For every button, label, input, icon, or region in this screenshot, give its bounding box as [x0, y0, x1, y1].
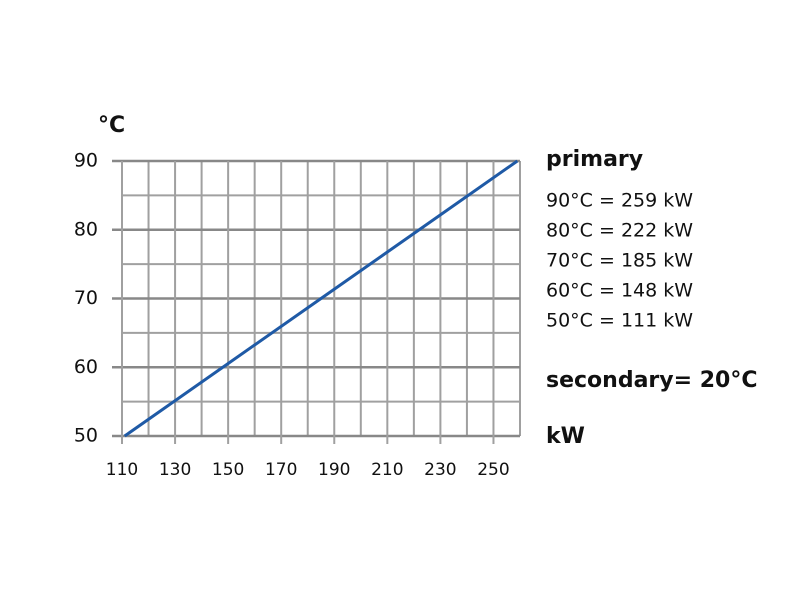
x-tick-label: 130	[159, 460, 191, 480]
y-tick-label: 60	[74, 356, 98, 378]
y-tick-label: 90	[74, 150, 98, 172]
y-axis-label: °C	[98, 113, 125, 138]
legend-title: primary	[546, 147, 643, 172]
x-tick-label: 150	[212, 460, 244, 480]
y-tick-label: 80	[74, 218, 98, 240]
x-tick-label: 250	[477, 460, 509, 480]
secondary-note: secondary= 20°C	[546, 368, 757, 393]
y-tick-label: 50	[74, 425, 98, 447]
annotation: 70°C = 185 kW	[546, 250, 693, 272]
x-tick-label: 110	[106, 460, 138, 480]
y-tick-label: 70	[74, 287, 98, 309]
annotation: 60°C = 148 kW	[546, 280, 693, 302]
x-tick-label: 230	[424, 460, 456, 480]
annotation: 50°C = 111 kW	[546, 310, 693, 332]
annotation: 80°C = 222 kW	[546, 220, 693, 242]
x-tick-label: 210	[371, 460, 403, 480]
x-tick-label: 170	[265, 460, 297, 480]
x-tick-label: 190	[318, 460, 350, 480]
annotation: 90°C = 259 kW	[546, 190, 693, 212]
x-axis-label: kW	[546, 424, 585, 449]
line-series	[123, 159, 519, 438]
